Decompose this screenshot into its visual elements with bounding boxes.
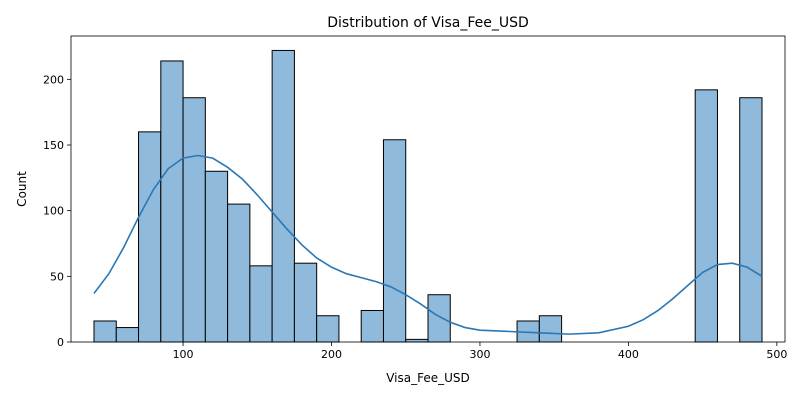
y-tick-label-150: 150	[43, 139, 64, 152]
plot-frame	[70, 35, 786, 343]
x-tick-label-200: 200	[321, 348, 342, 361]
histogram-bar-3	[160, 60, 184, 343]
histogram-bar-0	[93, 320, 117, 343]
chart-title: Distribution of Visa_Fee_USD	[327, 15, 529, 31]
y-tick-label-50: 50	[50, 270, 64, 283]
histogram-bar-4	[182, 97, 206, 343]
histogram-bar-29	[739, 97, 763, 343]
y-axis: 0 50 100 150 200	[43, 73, 71, 349]
histogram-bar-7	[249, 265, 273, 343]
x-tick-label-300: 300	[469, 348, 490, 361]
y-axis-label: Count	[15, 171, 29, 207]
histogram-bar-5	[204, 170, 229, 343]
histogram-bar-27	[694, 89, 718, 343]
histogram-bar-1	[115, 327, 140, 343]
kde-line	[93, 154, 763, 335]
histogram-bar-10	[316, 315, 340, 343]
histogram-bar-20	[538, 315, 563, 343]
x-tick-label-400: 400	[618, 348, 639, 361]
y-tick-label-100: 100	[43, 205, 64, 218]
x-tick-label-500: 500	[766, 348, 787, 361]
y-tick-label-200: 200	[43, 73, 64, 86]
histogram-bar-9	[293, 262, 318, 343]
histogram-bar-6	[227, 203, 251, 343]
y-tick-label-0: 0	[57, 336, 64, 349]
histogram-bar-12	[360, 309, 384, 343]
histogram-bar-8	[271, 49, 295, 343]
x-axis-label: Visa_Fee_USD	[386, 371, 470, 385]
x-axis: 100 200 300 400 500	[173, 342, 787, 361]
x-tick-label-100: 100	[173, 348, 194, 361]
histogram-bar-15	[427, 294, 451, 343]
histogram-bar-2	[138, 131, 162, 343]
bars-group	[93, 49, 763, 343]
histogram-bar-13	[382, 139, 407, 343]
